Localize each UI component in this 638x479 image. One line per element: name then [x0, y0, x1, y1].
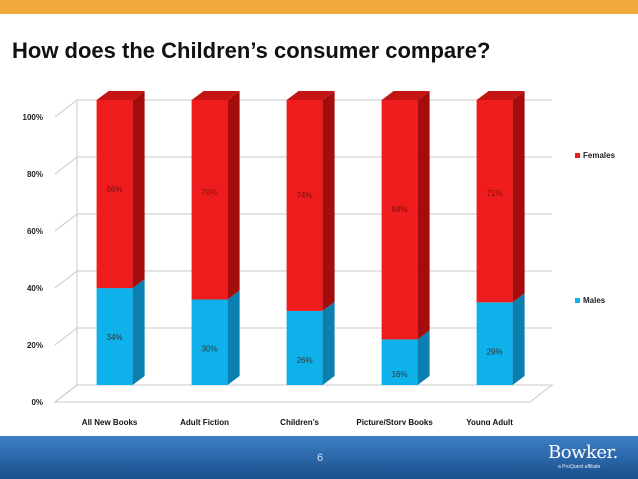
bar-males	[476, 302, 513, 385]
bar-top-cap	[476, 91, 525, 100]
xtick-label: All New Books	[82, 418, 138, 425]
bar-females	[286, 100, 323, 311]
xtick-label: Adult Fiction	[180, 418, 229, 425]
label-males: 16%	[392, 370, 408, 379]
bars	[96, 91, 525, 385]
bar-females-side	[417, 91, 430, 340]
bar-females	[96, 100, 133, 289]
footer-bar	[0, 436, 638, 479]
bar-males-side	[417, 330, 430, 385]
label-females: 71%	[487, 189, 503, 198]
label-females: 70%	[202, 188, 218, 197]
label-females: 74%	[297, 191, 313, 200]
gridline-back-60	[54, 213, 78, 232]
stacked-bar-chart: 0% 20% 40% 60% 80% 100% 34% 66% 30% 70% 26% 74% 16%…	[23, 91, 616, 425]
xtick-label: Picture/Story Books	[356, 418, 433, 425]
bar-females-side	[227, 91, 240, 300]
legend-label: Males	[583, 296, 606, 305]
bar-females	[381, 100, 418, 340]
bar-males-side	[132, 279, 145, 385]
page-number: 6	[316, 452, 324, 464]
ytick-label: 100%	[23, 113, 43, 122]
bar-females-side	[132, 91, 145, 289]
bar-females	[191, 100, 228, 300]
gridline-back-40	[54, 270, 78, 289]
label-females: 66%	[107, 185, 123, 194]
bar-males	[286, 310, 323, 385]
gridline-back-20	[54, 327, 78, 346]
legend-swatch	[575, 153, 580, 158]
bar-females-side	[322, 91, 335, 311]
label-males: 26%	[297, 356, 313, 365]
legend-label: Females	[583, 151, 616, 160]
bar-females	[476, 100, 513, 303]
bar-males	[381, 339, 418, 385]
bowker-logo: Bowker. a ProQuest affiliate	[548, 442, 634, 476]
label-males: 30%	[202, 345, 218, 354]
bar-males-side	[322, 301, 335, 385]
ytick-label: 20%	[27, 341, 43, 350]
label-females: 84%	[392, 205, 408, 214]
x-axis-ticks: All New Books Adult Fiction Children’s Pict…	[82, 418, 513, 425]
data-labels: 34% 66% 30% 70% 26% 74% 16% 84% 29% 71%	[107, 185, 503, 379]
label-males: 34%	[107, 333, 123, 342]
bar-top-cap	[96, 91, 145, 100]
ytick-label: 0%	[31, 398, 43, 407]
chart-floor	[53, 384, 554, 403]
legend: Females Males	[575, 151, 616, 305]
bar-females-side	[512, 91, 525, 303]
xtick-label: Children’s	[280, 418, 319, 425]
label-males: 29%	[487, 347, 503, 356]
ytick-label: 40%	[27, 284, 43, 293]
legend-swatch	[575, 298, 580, 303]
gridline-back-80	[54, 156, 78, 175]
bar-top-cap	[191, 91, 240, 100]
bar-males-side	[512, 293, 525, 385]
bar-top-cap	[286, 91, 335, 100]
xtick-label: Young Adult	[466, 418, 513, 425]
bar-males	[96, 288, 133, 385]
slide-title: How does the Children’s consumer compare…	[12, 38, 491, 63]
logo-subtext: a ProQuest affiliate	[558, 464, 601, 470]
ytick-label: 60%	[27, 227, 43, 236]
bar-males-side	[227, 290, 240, 385]
bar-males	[191, 299, 228, 385]
logo-word: Bowker.	[548, 442, 618, 463]
top-accent-bar	[0, 0, 638, 14]
ytick-label: 80%	[27, 170, 43, 179]
gridline-back-100	[54, 99, 78, 118]
y-axis-ticks: 0% 20% 40% 60% 80% 100%	[23, 113, 43, 407]
bar-top-cap	[381, 91, 430, 100]
